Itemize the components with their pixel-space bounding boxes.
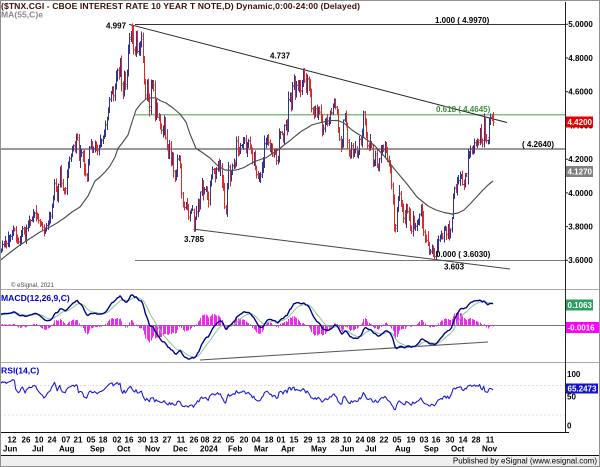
svg-text:Aug: Aug xyxy=(395,445,411,454)
svg-text:18: 18 xyxy=(265,435,274,444)
svg-text:Sep: Sep xyxy=(90,445,105,454)
svg-text:3.8000: 3.8000 xyxy=(568,223,593,232)
svg-text:24: 24 xyxy=(356,435,365,444)
svg-text:Jul: Jul xyxy=(365,445,377,454)
svg-text:100: 100 xyxy=(567,370,581,379)
svg-text:05: 05 xyxy=(87,435,96,444)
svg-text:1.000 ( 4.9970): 1.000 ( 4.9970) xyxy=(435,16,490,25)
svg-text:30: 30 xyxy=(138,435,147,444)
svg-text:MA(55,C)e: MA(55,C)e xyxy=(1,10,43,20)
svg-text:05: 05 xyxy=(393,435,402,444)
svg-text:Nov: Nov xyxy=(482,445,498,454)
svg-text:4.4200: 4.4200 xyxy=(568,118,593,127)
svg-text:13: 13 xyxy=(150,435,159,444)
svg-text:22: 22 xyxy=(380,435,389,444)
svg-text:Aug: Aug xyxy=(59,445,75,454)
svg-text:3.785: 3.785 xyxy=(184,235,205,244)
svg-text:05: 05 xyxy=(226,435,235,444)
svg-text:16: 16 xyxy=(125,435,134,444)
svg-text:Oct: Oct xyxy=(451,445,465,454)
svg-text:04: 04 xyxy=(252,435,261,444)
svg-text:10: 10 xyxy=(343,435,352,444)
svg-text:4.1270: 4.1270 xyxy=(568,167,593,176)
svg-text:24: 24 xyxy=(48,435,57,444)
svg-text:4.6000: 4.6000 xyxy=(568,88,593,97)
svg-text:28: 28 xyxy=(331,435,340,444)
svg-text:11: 11 xyxy=(177,435,186,444)
svg-text:19: 19 xyxy=(407,435,416,444)
svg-text:4.737: 4.737 xyxy=(270,52,291,61)
svg-text:29: 29 xyxy=(304,435,313,444)
svg-text:Jul: Jul xyxy=(32,445,44,454)
svg-text:02: 02 xyxy=(113,435,122,444)
svg-text:08: 08 xyxy=(201,435,210,444)
svg-text:3.603: 3.603 xyxy=(444,263,465,272)
svg-text:22: 22 xyxy=(213,435,222,444)
svg-text:Dec: Dec xyxy=(173,445,188,454)
svg-text:5.0000: 5.0000 xyxy=(568,20,593,29)
svg-text:Jun: Jun xyxy=(3,445,17,454)
svg-text:14: 14 xyxy=(459,435,468,444)
svg-text:11: 11 xyxy=(486,435,495,444)
svg-text:4.0000: 4.0000 xyxy=(568,189,593,198)
svg-text:RSI(14,C): RSI(14,C) xyxy=(1,366,39,376)
svg-text:0.000 ( 3.6030): 0.000 ( 3.6030) xyxy=(436,250,491,259)
svg-text:18: 18 xyxy=(99,435,108,444)
svg-text:12: 12 xyxy=(8,435,17,444)
svg-text:0.1063: 0.1063 xyxy=(568,301,593,310)
svg-text:Nov: Nov xyxy=(145,445,161,454)
svg-text:($TNX.CGI - CBOE INTEREST RATE: ($TNX.CGI - CBOE INTEREST RATE 10 YEAR T… xyxy=(1,1,360,11)
svg-text:07: 07 xyxy=(62,435,71,444)
svg-text:Mar: Mar xyxy=(254,445,268,454)
svg-text:-0.0016: -0.0016 xyxy=(568,323,596,332)
svg-text:27: 27 xyxy=(163,435,172,444)
svg-text:03: 03 xyxy=(420,435,429,444)
svg-text:20: 20 xyxy=(240,435,249,444)
svg-text:4.8000: 4.8000 xyxy=(568,54,593,63)
svg-text:May: May xyxy=(311,445,327,454)
svg-text:Feb: Feb xyxy=(228,445,242,454)
svg-text:0: 0 xyxy=(567,422,572,431)
svg-text:3.6000: 3.6000 xyxy=(568,256,593,265)
svg-text:MACD(12,26,9,C): MACD(12,26,9,C) xyxy=(1,293,70,303)
svg-text:28: 28 xyxy=(472,435,481,444)
svg-text:26: 26 xyxy=(22,435,31,444)
svg-text:15: 15 xyxy=(290,435,299,444)
svg-text:30: 30 xyxy=(446,435,455,444)
svg-text:( 4.2640): ( 4.2640) xyxy=(522,140,554,149)
svg-text:© eSignal, 2021: © eSignal, 2021 xyxy=(11,282,54,289)
svg-text:4.2000: 4.2000 xyxy=(568,155,593,164)
svg-text:Published by eSignal (www.esig: Published by eSignal (www.esignal.com) xyxy=(453,457,597,466)
svg-text:Oct: Oct xyxy=(117,445,131,454)
svg-text:01: 01 xyxy=(277,435,286,444)
svg-text:Sep: Sep xyxy=(424,445,439,454)
svg-text:26: 26 xyxy=(190,435,199,444)
svg-text:65.2473: 65.2473 xyxy=(568,384,597,393)
svg-text:0.618 ( 4.4645): 0.618 ( 4.4645) xyxy=(436,105,491,114)
svg-text:10: 10 xyxy=(35,435,44,444)
svg-text:21: 21 xyxy=(74,435,83,444)
svg-text:16: 16 xyxy=(432,435,441,444)
svg-text:Apr: Apr xyxy=(281,445,295,454)
svg-text:Jun: Jun xyxy=(340,445,354,454)
svg-text:50: 50 xyxy=(567,393,576,402)
svg-text:4.997: 4.997 xyxy=(106,22,127,31)
svg-text:13: 13 xyxy=(317,435,326,444)
svg-text:08: 08 xyxy=(367,435,376,444)
svg-text:2024: 2024 xyxy=(200,445,218,454)
